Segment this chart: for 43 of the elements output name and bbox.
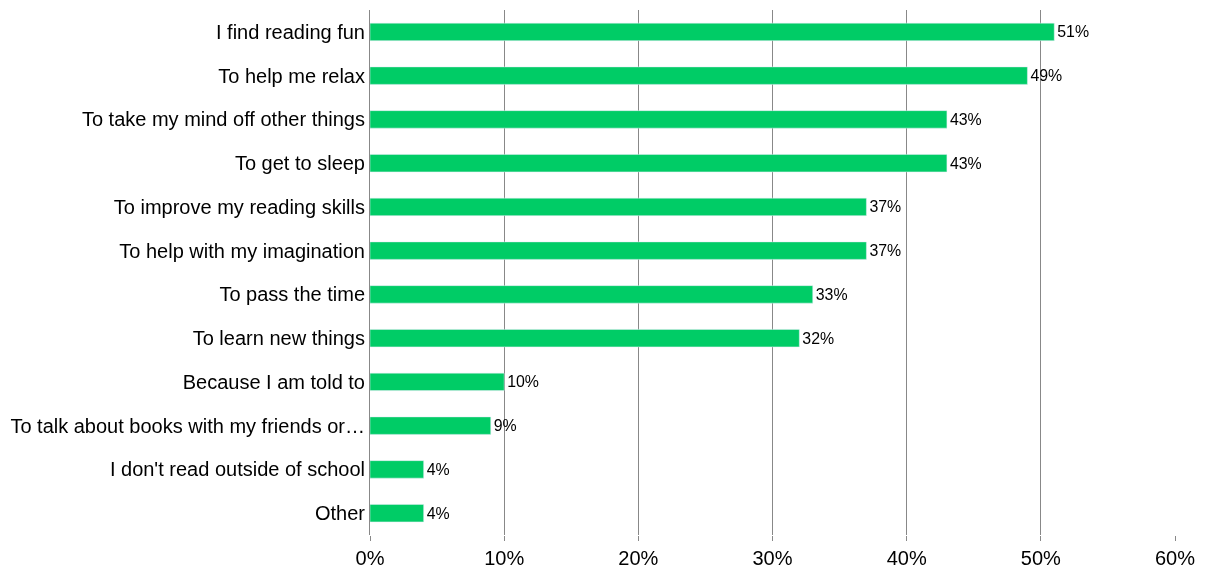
bar	[370, 329, 800, 348]
data-label: 4%	[426, 460, 450, 478]
data-label: 43%	[949, 154, 982, 172]
bar	[370, 504, 424, 523]
data-label: 9%	[493, 417, 517, 435]
bar	[370, 241, 867, 260]
y-tick-label: To help me relax	[218, 64, 365, 87]
x-tick-label: 50%	[1020, 547, 1062, 569]
x-tick-label: 20%	[618, 547, 659, 569]
y-tick-label: I find reading fun	[216, 20, 365, 43]
bar	[370, 372, 505, 391]
data-label: 33%	[815, 285, 848, 303]
y-tick-label: Other	[314, 502, 366, 525]
bar	[370, 110, 948, 129]
data-label: 37%	[869, 242, 902, 260]
bar	[370, 416, 491, 435]
bar	[370, 460, 424, 479]
data-label: 10%	[507, 373, 539, 391]
data-label: 37%	[869, 198, 902, 216]
data-label: 49%	[1030, 67, 1063, 85]
y-tick-label: To help with my imagination	[119, 239, 365, 262]
y-tick-label: To talk about books with my friends or…	[10, 414, 365, 437]
x-tick-label: 40%	[886, 547, 927, 569]
y-tick-label: I don't read outside of school	[109, 458, 365, 481]
data-label: 32%	[802, 329, 835, 347]
y-tick-label: Because I am told to	[182, 370, 365, 393]
bar	[370, 197, 867, 216]
y-tick-label: To get to sleep	[234, 152, 365, 175]
bar	[370, 66, 1028, 85]
y-tick-label: To improve my reading skills	[113, 195, 365, 218]
bar	[370, 285, 813, 304]
data-label: 43%	[949, 110, 982, 128]
x-tick-label: 60%	[1154, 547, 1196, 569]
x-tick-label: 10%	[484, 547, 525, 569]
x-tick-label: 0%	[355, 547, 385, 569]
bar	[370, 22, 1055, 41]
bar	[370, 154, 948, 173]
data-label: 51%	[1057, 23, 1090, 41]
data-label: 4%	[426, 504, 450, 522]
y-tick-label: To take my mind off other things	[81, 108, 365, 131]
y-tick-label: To learn new things	[192, 327, 365, 350]
x-tick-label: 30%	[752, 547, 793, 569]
y-tick-label: To pass the time	[219, 283, 365, 306]
